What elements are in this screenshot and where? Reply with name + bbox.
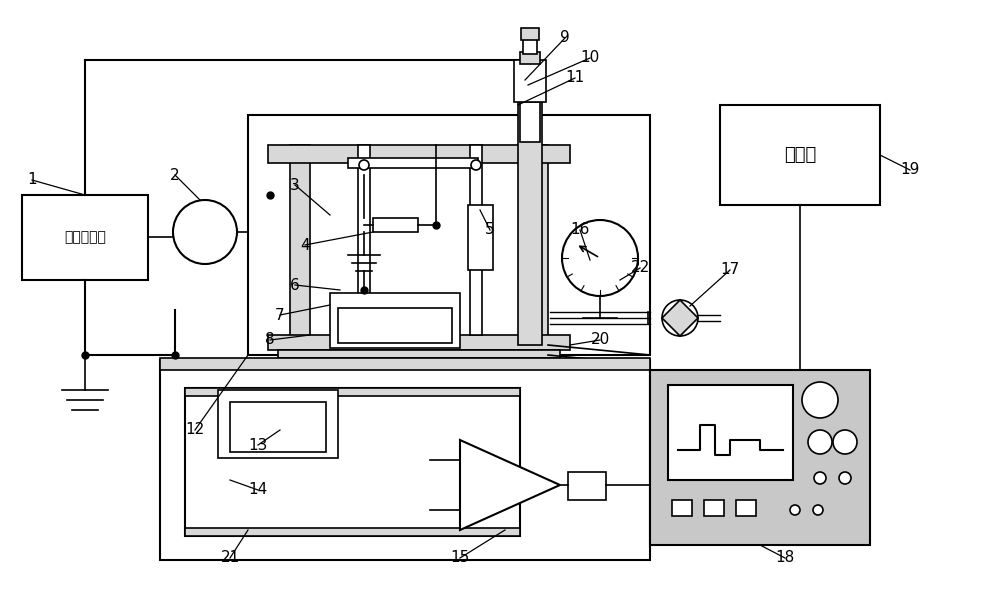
Text: 计算机: 计算机	[784, 146, 816, 164]
Bar	[520, 52, 540, 64]
Bar	[672, 500, 692, 516]
Bar	[160, 360, 650, 560]
Bar	[278, 350, 560, 358]
Bar	[521, 28, 539, 40]
Bar	[518, 100, 542, 345]
Bar	[720, 105, 880, 205]
Text: 4: 4	[300, 237, 310, 253]
Bar	[338, 308, 452, 343]
Text: 13: 13	[248, 437, 268, 452]
Text: 18: 18	[775, 551, 795, 566]
Text: 16: 16	[570, 222, 590, 237]
Bar	[568, 472, 606, 500]
Bar	[185, 388, 520, 536]
Text: 5: 5	[485, 222, 495, 237]
Circle shape	[173, 200, 237, 264]
Text: 1: 1	[27, 172, 37, 188]
Bar	[520, 102, 540, 142]
Text: 21: 21	[220, 551, 240, 566]
Bar	[218, 390, 338, 458]
Bar	[160, 358, 650, 370]
Bar	[470, 145, 482, 335]
Bar	[736, 500, 756, 516]
Text: 14: 14	[248, 483, 268, 498]
Text: 17: 17	[720, 262, 740, 278]
Text: 6: 6	[290, 278, 300, 293]
Bar	[185, 528, 520, 536]
Circle shape	[562, 220, 638, 296]
Circle shape	[471, 160, 481, 170]
Circle shape	[662, 300, 698, 336]
Bar	[514, 60, 546, 102]
Circle shape	[808, 430, 832, 454]
Text: 2: 2	[170, 167, 180, 182]
Bar	[185, 388, 520, 396]
Circle shape	[790, 505, 800, 515]
Text: 10: 10	[580, 51, 600, 66]
Text: 7: 7	[275, 308, 285, 322]
Bar	[668, 385, 793, 480]
Circle shape	[359, 160, 369, 170]
Bar	[528, 145, 548, 345]
Text: 15: 15	[450, 551, 470, 566]
Circle shape	[839, 472, 851, 484]
Text: 11: 11	[565, 70, 585, 85]
Text: 22: 22	[630, 260, 650, 275]
Bar	[358, 145, 370, 335]
Bar	[704, 500, 724, 516]
Bar	[230, 402, 326, 452]
Bar	[650, 370, 870, 545]
Bar	[523, 38, 537, 54]
Bar	[268, 145, 570, 163]
Bar	[290, 145, 310, 345]
Polygon shape	[662, 300, 698, 336]
Circle shape	[813, 505, 823, 515]
Bar	[268, 335, 570, 350]
Circle shape	[833, 430, 857, 454]
Text: 9: 9	[560, 30, 570, 45]
Text: 8: 8	[265, 333, 275, 347]
Bar	[330, 293, 460, 348]
Text: 19: 19	[900, 163, 920, 178]
Bar	[248, 115, 650, 355]
Text: 直流高压源: 直流高压源	[64, 230, 106, 244]
Bar	[22, 195, 148, 280]
Text: 3: 3	[290, 178, 300, 193]
Bar	[468, 205, 493, 270]
Text: 20: 20	[590, 333, 610, 347]
Circle shape	[814, 472, 826, 484]
Circle shape	[802, 382, 838, 418]
Text: 12: 12	[185, 423, 205, 437]
Bar	[373, 218, 418, 232]
Bar	[348, 158, 478, 168]
Polygon shape	[460, 440, 560, 530]
